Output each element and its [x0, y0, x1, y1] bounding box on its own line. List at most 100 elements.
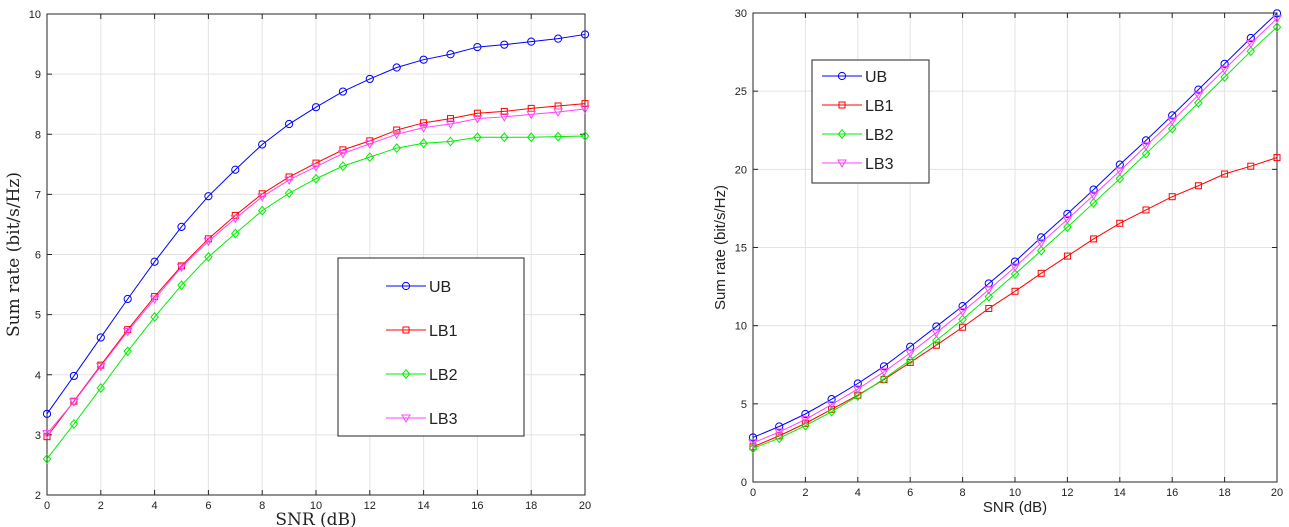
- x-tick-label: 16: [471, 500, 483, 512]
- series-line: [46, 33, 586, 415]
- series-line: [46, 108, 586, 434]
- x-tick-label: 8: [960, 487, 966, 499]
- x-axis-label: SNR (dB): [983, 499, 1047, 516]
- data-point: [775, 432, 783, 440]
- data-point: [1219, 65, 1230, 75]
- data-point: [983, 286, 994, 295]
- data-point: [1141, 148, 1151, 159]
- data-point: [879, 373, 889, 384]
- series-line: [752, 157, 1278, 448]
- data-point: [365, 152, 375, 163]
- data-point: [1220, 72, 1229, 83]
- data-point: [1037, 269, 1045, 277]
- data-point: [96, 333, 105, 342]
- data-point: [392, 63, 401, 72]
- data-point: [1141, 142, 1151, 151]
- data-point: [177, 222, 186, 231]
- data-point: [43, 433, 51, 441]
- x-tick-label: 10: [1009, 487, 1021, 499]
- x-tick-label: 2: [98, 500, 104, 512]
- legend-label: LB1: [429, 323, 458, 340]
- data-point: [1063, 209, 1072, 218]
- data-point: [853, 379, 862, 388]
- data-point: [748, 443, 758, 454]
- data-point: [1246, 33, 1255, 43]
- data-point: [1193, 91, 1204, 101]
- data-point: [391, 130, 402, 140]
- data-point: [420, 119, 428, 127]
- y-tick-label: 10: [735, 321, 747, 333]
- data-point: [554, 34, 563, 43]
- data-point: [775, 422, 784, 431]
- data-point: [801, 409, 810, 419]
- data-point: [1168, 193, 1176, 201]
- data-point: [69, 398, 79, 407]
- data-point: [827, 406, 836, 417]
- x-tick-label: 20: [579, 500, 591, 512]
- data-point: [1010, 269, 1020, 280]
- y-tick-label: 3: [35, 430, 41, 442]
- x-tick-label: 10: [310, 500, 322, 512]
- data-point: [1062, 215, 1073, 225]
- data-point: [1168, 111, 1177, 120]
- legend-marker: [401, 281, 411, 291]
- data-point: [1011, 287, 1019, 295]
- data-point: [1010, 263, 1020, 273]
- data-point: [204, 251, 213, 262]
- y-axis-label: Sum rate (bit/s/Hz): [712, 185, 729, 310]
- data-point: [1245, 39, 1256, 49]
- data-point: [526, 110, 537, 120]
- data-point: [339, 146, 347, 154]
- data-point: [419, 55, 428, 64]
- data-point: [150, 257, 159, 266]
- data-point: [1220, 59, 1229, 68]
- data-point: [446, 136, 455, 147]
- data-point: [774, 433, 784, 444]
- series-line: [752, 26, 1278, 449]
- series-ub: [42, 30, 590, 418]
- data-point: [338, 87, 347, 96]
- legend: UB LB1 LB2 LB3: [337, 257, 525, 437]
- data-point: [338, 149, 348, 159]
- data-point: [365, 74, 374, 84]
- data-point: [500, 132, 509, 143]
- data-point: [581, 100, 589, 108]
- data-point: [932, 341, 940, 349]
- legend: UB LB1 LB2 LB3: [811, 59, 930, 184]
- data-point: [418, 124, 429, 133]
- y-tick-label: 25: [735, 86, 747, 98]
- series-line: [46, 103, 586, 437]
- data-point: [1194, 85, 1203, 94]
- series-line: [752, 18, 1278, 444]
- data-point: [801, 419, 809, 427]
- x-tick-label: 8: [259, 500, 265, 512]
- data-point: [230, 214, 241, 224]
- data-point: [774, 428, 785, 437]
- legend-label: UB: [429, 279, 451, 296]
- x-tick-label: 0: [44, 500, 50, 512]
- data-point: [231, 228, 240, 239]
- data-point: [1272, 9, 1282, 18]
- y-tick-label: 7: [35, 189, 41, 201]
- data-point: [149, 295, 160, 305]
- legend-marker: [837, 71, 847, 81]
- legend-marker: [837, 129, 847, 139]
- data-point: [879, 362, 889, 371]
- y-tick-label: 10: [29, 9, 41, 21]
- data-point: [1088, 191, 1099, 201]
- data-point: [284, 188, 294, 199]
- data-point: [826, 401, 837, 410]
- data-point: [95, 362, 106, 372]
- data-point: [177, 280, 186, 291]
- data-point: [1141, 136, 1151, 145]
- data-point: [1063, 252, 1071, 260]
- data-point: [985, 304, 993, 312]
- data-point: [853, 391, 863, 401]
- data-point: [150, 312, 159, 322]
- data-point: [932, 335, 941, 346]
- series-lb2: [748, 22, 1282, 454]
- data-point: [311, 103, 321, 112]
- legend-label: LB3: [865, 156, 894, 173]
- right-sum-rate-chart: 0 2 4 6 8 10 12 14 16 18 20 0 5 10 15 20 25 30 SNR (dB) Sum…: [712, 8, 1283, 516]
